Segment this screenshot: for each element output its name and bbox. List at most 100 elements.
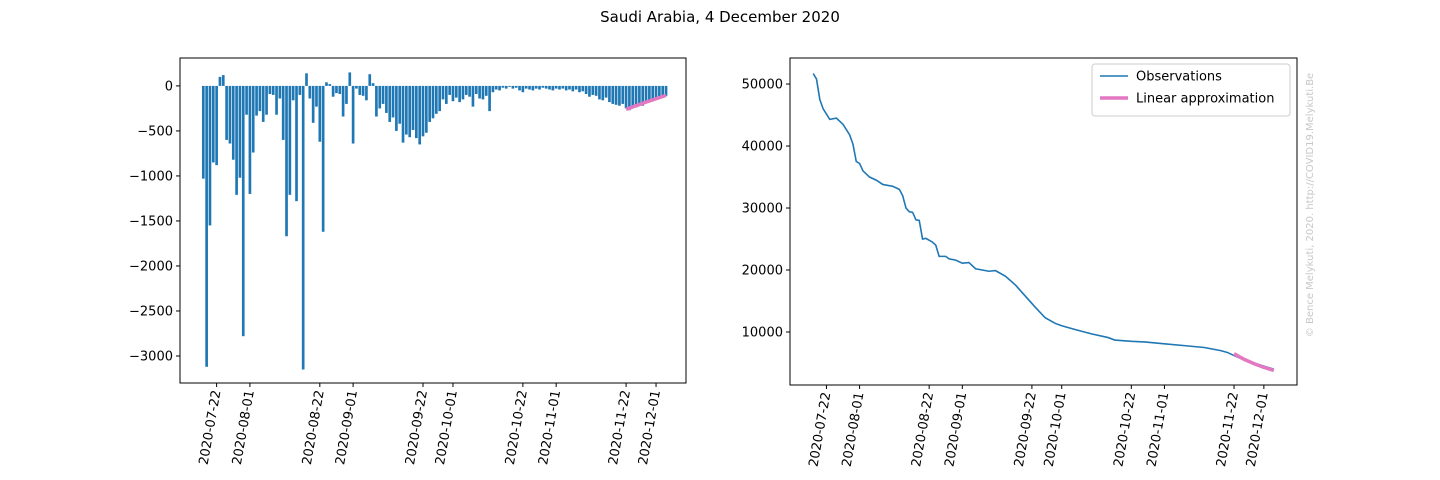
legend-label: Linear approximation <box>1136 92 1274 107</box>
bar <box>308 85 312 99</box>
bar <box>451 85 455 102</box>
y-tick-label: 40000 <box>742 140 783 155</box>
y-tick-label: −1000 <box>129 169 173 184</box>
bar <box>241 85 245 337</box>
bar <box>348 72 352 86</box>
bar <box>588 85 591 97</box>
bar <box>468 85 471 97</box>
bar <box>335 85 338 94</box>
bar <box>578 85 581 93</box>
bar <box>325 82 328 86</box>
y-tick-label: −2500 <box>129 304 173 319</box>
bar <box>358 85 362 95</box>
bar <box>271 85 275 95</box>
bar <box>381 85 385 104</box>
bar <box>388 85 392 122</box>
bar <box>534 85 538 89</box>
bar <box>464 85 468 95</box>
bar <box>298 85 302 95</box>
bar <box>638 85 641 104</box>
y-tick-label: −1500 <box>129 214 173 229</box>
bar <box>218 76 222 86</box>
y-tick-label: −3000 <box>129 349 173 364</box>
bar <box>258 85 262 112</box>
bar <box>454 85 458 98</box>
bar <box>265 85 268 115</box>
bar <box>494 85 498 90</box>
bar <box>288 85 292 195</box>
bar <box>661 85 665 98</box>
bar <box>601 85 605 101</box>
x-tick-label: 2020-12-01 <box>1244 391 1272 468</box>
x-tick-label: 2020-11-22 <box>606 389 634 466</box>
legend-box <box>1091 63 1291 117</box>
bar <box>425 85 428 133</box>
bar <box>395 85 398 131</box>
bar <box>228 85 232 144</box>
bar <box>328 84 332 86</box>
bar <box>584 85 588 95</box>
bar <box>631 85 635 107</box>
bar <box>608 85 611 103</box>
bar <box>511 85 515 89</box>
bar <box>581 85 585 92</box>
trend-line <box>625 93 667 111</box>
bar <box>255 85 258 116</box>
y-tick-label: −500 <box>137 124 173 139</box>
bar <box>268 85 272 95</box>
bar <box>401 85 405 143</box>
bar <box>571 85 575 92</box>
bar <box>438 85 441 112</box>
figure-title: Saudi Arabia, 4 December 2020 <box>600 8 840 26</box>
bar <box>385 85 388 113</box>
x-tick-label: 2020-09-01 <box>942 391 970 468</box>
x-tick-label: 2020-10-22 <box>1111 391 1139 468</box>
bar <box>521 85 525 93</box>
bar <box>211 85 215 163</box>
y-tick-label: 20000 <box>742 264 783 279</box>
bar <box>624 85 628 109</box>
bar <box>411 85 415 131</box>
watermark: © Bence Melykuti, 2020. http://COVID19.M… <box>1305 73 1316 337</box>
legend-label: Observations <box>1136 70 1222 85</box>
bar <box>664 85 668 96</box>
bar <box>278 85 282 99</box>
bar <box>474 85 478 95</box>
y-tick-label: 10000 <box>742 325 783 340</box>
bar <box>614 85 618 105</box>
x-tick-label: 2020-11-01 <box>1144 391 1172 468</box>
bar <box>604 85 608 98</box>
bar <box>498 85 501 91</box>
bar <box>351 85 355 144</box>
bar <box>208 85 212 226</box>
bar <box>295 85 298 202</box>
bar <box>201 85 205 179</box>
bar <box>594 85 598 96</box>
bar <box>355 85 358 89</box>
x-tick-label: 2020-11-22 <box>1214 391 1242 468</box>
bar <box>431 85 435 119</box>
bar <box>391 85 395 118</box>
bar <box>508 85 511 87</box>
bar <box>618 85 621 106</box>
bar <box>331 85 335 97</box>
bar <box>564 85 568 91</box>
bar <box>524 85 528 89</box>
bar <box>634 85 638 108</box>
bar <box>305 73 308 86</box>
x-tick-label: 2020-11-01 <box>536 389 564 466</box>
bar <box>368 74 372 86</box>
bar <box>551 85 555 91</box>
series-line <box>812 73 1275 370</box>
bar <box>471 85 475 107</box>
bar <box>554 85 558 89</box>
bar <box>558 85 561 90</box>
series-line <box>1233 352 1275 373</box>
x-tick-label: 2020-08-22 <box>909 391 937 468</box>
bar <box>528 85 531 90</box>
x-tick-label: 2020-07-22 <box>806 391 834 468</box>
bar <box>415 85 418 139</box>
bar <box>518 85 521 91</box>
bar <box>235 85 238 195</box>
bar <box>484 85 488 96</box>
